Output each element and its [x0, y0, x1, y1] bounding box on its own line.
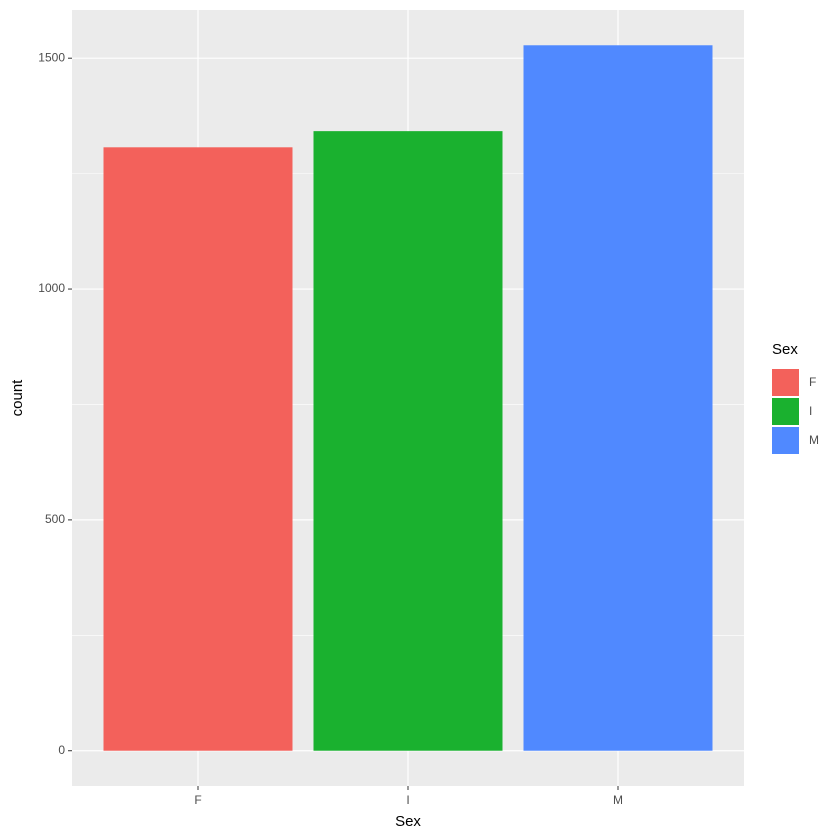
y-axis-title: count [9, 379, 26, 417]
plot-panel [72, 10, 744, 786]
legend-key [772, 369, 799, 396]
x-tick-label: M [613, 793, 623, 807]
y-tick-label: 0 [58, 743, 65, 757]
x-tick-label: F [194, 793, 201, 807]
legend-key [772, 427, 799, 454]
x-axis-title: Sex [395, 813, 421, 830]
y-tick-label: 1500 [38, 50, 65, 64]
legend-label: F [809, 375, 816, 389]
legend-title: Sex [772, 341, 798, 358]
legend-label: M [809, 433, 819, 447]
y-tick-label: 1000 [38, 281, 65, 295]
bar [313, 131, 503, 751]
bar [523, 45, 713, 751]
legend-key [772, 398, 799, 425]
legend-label: I [809, 404, 812, 418]
bar [103, 147, 293, 751]
x-tick-label: I [406, 793, 409, 807]
y-tick-label: 500 [45, 512, 65, 526]
